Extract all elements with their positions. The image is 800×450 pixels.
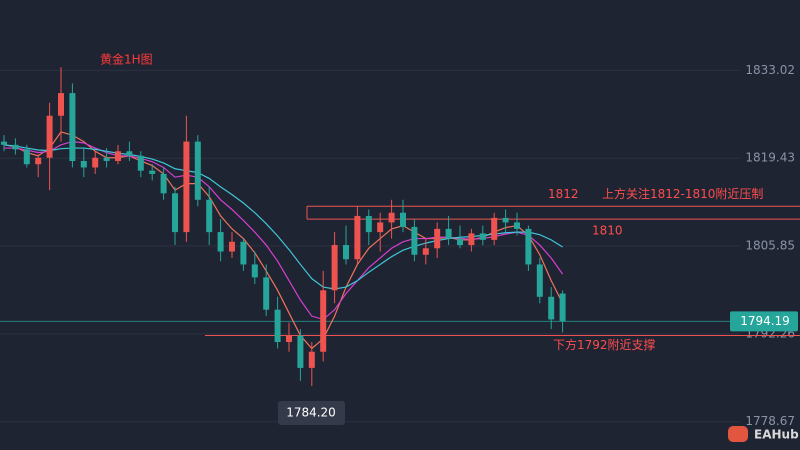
candle-body xyxy=(103,157,110,161)
candle-body xyxy=(548,296,555,320)
candle-body xyxy=(149,170,156,174)
candle-body xyxy=(388,212,395,223)
candle-body xyxy=(525,228,532,265)
y-tick-label: 1819.43 xyxy=(745,151,795,165)
y-tick-label: 1833.02 xyxy=(745,63,795,77)
candle-body xyxy=(343,245,349,260)
candle-body xyxy=(286,335,292,343)
candle-body xyxy=(331,245,338,291)
candle-body xyxy=(172,193,178,233)
brand-icon xyxy=(728,426,748,442)
candle-body xyxy=(80,160,87,168)
candle-body xyxy=(308,351,315,368)
candle-body xyxy=(183,141,190,233)
candle-body xyxy=(559,293,566,322)
annotation: 下方1792附近支撑 xyxy=(553,337,656,352)
level-label: 1810 xyxy=(592,224,623,238)
low-marker-label: 1784.20 xyxy=(286,405,336,419)
candle-body xyxy=(377,222,384,233)
candle-body xyxy=(445,228,452,239)
candle-body xyxy=(400,212,406,227)
candle-body xyxy=(514,222,520,229)
candle-body xyxy=(434,228,441,249)
candle-body xyxy=(263,277,270,310)
candle-body xyxy=(12,144,19,150)
candle-body xyxy=(365,215,372,233)
candle-body xyxy=(320,290,327,352)
candle-body xyxy=(35,157,42,165)
candle-body xyxy=(46,115,53,158)
candle-body xyxy=(536,264,543,297)
candle-body xyxy=(160,173,167,194)
candle-body xyxy=(58,93,64,116)
candle-body xyxy=(194,141,201,200)
candle-body xyxy=(69,93,76,161)
candle-body xyxy=(457,238,463,246)
candle-body xyxy=(92,157,99,168)
candle-body xyxy=(1,141,7,145)
candle-body xyxy=(468,233,475,246)
candle-body xyxy=(491,217,498,240)
candle-body xyxy=(274,309,281,343)
candle-body xyxy=(411,226,418,255)
candle-body xyxy=(115,151,121,161)
annotation: 上方关注1812-1810附近压制 xyxy=(602,186,763,201)
candle-body xyxy=(479,233,486,240)
price-tag xyxy=(730,311,798,332)
candle-body xyxy=(206,199,213,233)
y-tick-label: 1805.85 xyxy=(745,239,795,253)
candle-body xyxy=(297,335,304,368)
candle-body xyxy=(422,248,429,255)
chart-title: 黄金1H图 xyxy=(100,52,153,67)
brand: EAHub xyxy=(754,428,799,442)
candle-body xyxy=(137,155,144,171)
y-tick-label: 1778.67 xyxy=(745,414,795,428)
low-marker-box xyxy=(278,400,345,425)
candle-body xyxy=(23,149,30,165)
candle-body xyxy=(502,217,509,223)
candle-body xyxy=(126,151,133,156)
candle-body xyxy=(229,241,235,252)
candle-body xyxy=(354,215,361,260)
candle-body xyxy=(251,264,258,278)
candle-body xyxy=(240,241,247,265)
price-tag-label: 1794.19 xyxy=(740,314,790,328)
candle-body xyxy=(217,232,224,252)
level-label: 1812 xyxy=(548,187,579,201)
